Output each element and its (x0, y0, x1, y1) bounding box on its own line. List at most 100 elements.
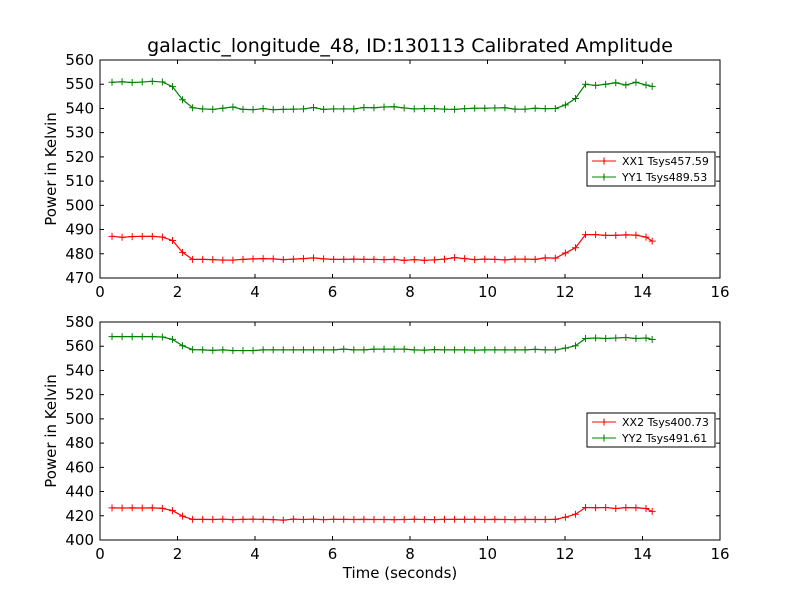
data-point (330, 255, 338, 263)
data-point (128, 233, 136, 241)
data-point (179, 96, 187, 104)
data-point (330, 346, 338, 354)
data-point (501, 104, 509, 112)
data-point (229, 516, 237, 524)
data-point (229, 347, 237, 355)
data-point (521, 105, 529, 113)
data-point (189, 515, 197, 523)
data-point (521, 515, 529, 523)
data-point (440, 255, 448, 263)
x-tick-label: 10 (478, 545, 497, 563)
data-point (632, 334, 640, 342)
data-point (239, 515, 247, 523)
legend-swatch (592, 418, 616, 426)
series-yy1 (108, 77, 656, 114)
data-point (430, 105, 438, 113)
data-point (561, 513, 569, 521)
data-point (541, 516, 549, 524)
x-tick-label: 14 (633, 545, 652, 563)
legend-box (586, 412, 716, 448)
data-point (551, 346, 559, 354)
data-point (239, 255, 247, 263)
data-point (189, 255, 197, 263)
data-point (632, 504, 640, 512)
data-point (148, 77, 156, 85)
data-point (471, 346, 479, 354)
data-point (648, 335, 656, 343)
data-point (571, 95, 579, 103)
data-point (521, 255, 529, 263)
x-tick-label: 12 (555, 545, 574, 563)
x-tick-label: 8 (405, 545, 415, 563)
data-point (491, 104, 499, 112)
x-tick-label: 6 (328, 545, 338, 563)
data-point (501, 516, 509, 524)
x-axis-label: Time (seconds) (342, 564, 458, 582)
legend-swatch (592, 157, 616, 165)
data-point (571, 244, 579, 252)
data-point (209, 516, 217, 524)
data-point (259, 255, 267, 263)
data-point (340, 105, 348, 113)
data-point (148, 504, 156, 512)
data-point (642, 334, 650, 342)
data-point (108, 333, 116, 341)
data-point (410, 256, 418, 264)
data-point (440, 105, 448, 113)
data-point (239, 105, 247, 113)
data-point (390, 103, 398, 111)
data-point (471, 104, 479, 112)
data-point (219, 515, 227, 523)
data-point (622, 231, 630, 239)
data-point (602, 80, 610, 88)
data-point (390, 516, 398, 524)
series-xx1 (108, 231, 656, 264)
data-point (179, 248, 187, 256)
y-tick-label: 500 (65, 410, 94, 428)
data-point (229, 256, 237, 264)
data-point (380, 516, 388, 524)
data-point (491, 346, 499, 354)
data-point (279, 256, 287, 264)
data-point (648, 237, 656, 245)
x-tick-label: 2 (173, 283, 183, 301)
data-point (138, 232, 146, 240)
data-point (420, 346, 428, 354)
y-tick-label: 500 (65, 196, 94, 214)
data-point (622, 334, 630, 342)
data-point (310, 515, 318, 523)
data-point (541, 105, 549, 113)
y-tick-label: 540 (65, 99, 94, 117)
y-tick-label: 550 (65, 75, 94, 93)
data-point (592, 81, 600, 89)
data-point (481, 104, 489, 112)
legend-swatch (592, 173, 616, 181)
data-point (360, 515, 368, 523)
data-point (400, 104, 408, 112)
data-point (239, 347, 247, 355)
data-point (410, 346, 418, 354)
data-point (370, 255, 378, 263)
y-tick-label: 520 (65, 148, 94, 166)
data-point (400, 345, 408, 353)
data-point (531, 255, 539, 263)
data-point (299, 516, 307, 524)
data-point (138, 78, 146, 86)
data-point (249, 347, 257, 355)
data-point (350, 516, 358, 524)
legend-box (586, 151, 716, 187)
data-point (249, 255, 257, 263)
data-point (410, 515, 418, 523)
data-point (299, 255, 307, 263)
data-point (118, 233, 126, 241)
data-point (541, 346, 549, 354)
data-point (551, 254, 559, 262)
data-point (420, 105, 428, 113)
data-point (612, 79, 620, 87)
x-tick-label: 0 (95, 283, 105, 301)
data-point (108, 504, 116, 512)
x-tick-label: 12 (555, 283, 574, 301)
y-tick-label: 560 (65, 51, 94, 69)
data-point (199, 346, 207, 354)
data-point (310, 254, 318, 262)
